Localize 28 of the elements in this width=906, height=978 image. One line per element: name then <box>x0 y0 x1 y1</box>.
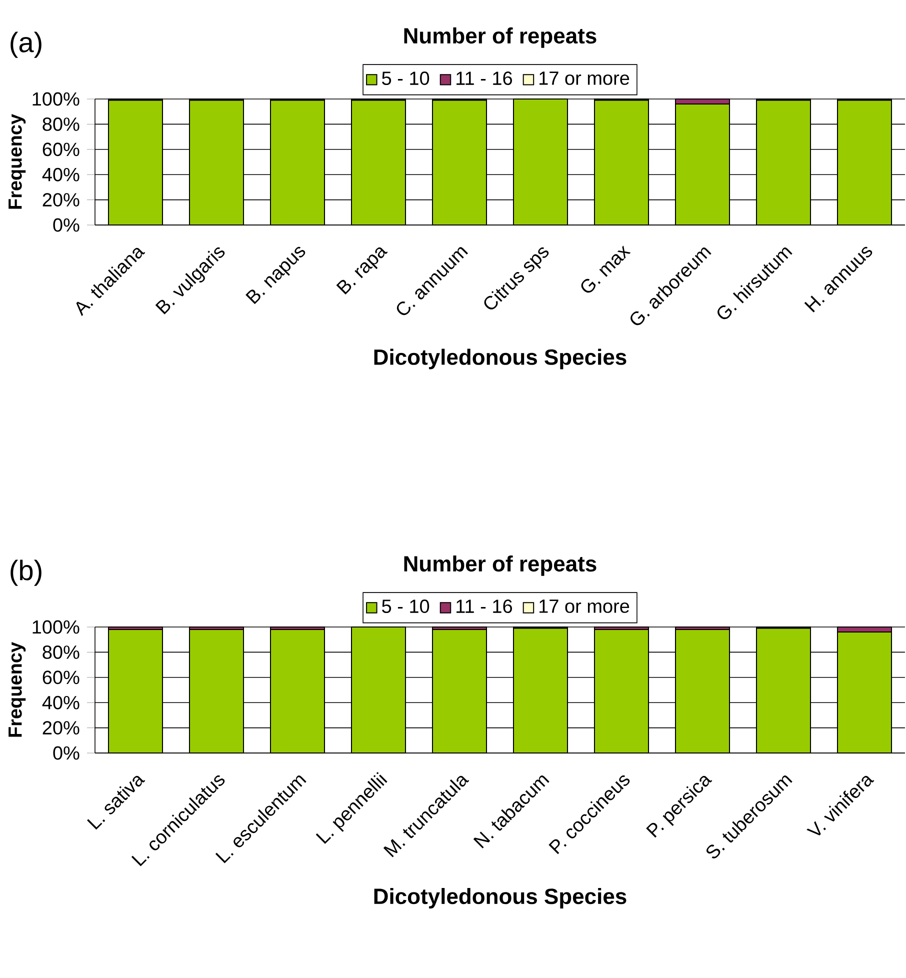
y-tick-label: 0% <box>53 218 80 232</box>
chart-title: Number of repeats <box>404 555 596 576</box>
y-tick-label: 40% <box>42 168 80 182</box>
x-tick-label: B. rapa <box>336 247 388 294</box>
legend-label: 11 - 16 <box>456 600 512 614</box>
y-axis-title: Frequency <box>8 642 26 737</box>
y-tick-label: 0% <box>53 746 80 760</box>
legend-label: 5 - 10 <box>382 600 430 614</box>
text: (a) <box>10 32 42 58</box>
y-tick-label: 60% <box>42 670 80 684</box>
y-tick-label: 100% <box>32 620 80 634</box>
y-tick-label: 20% <box>42 721 80 735</box>
y-tick-label: 80% <box>42 645 80 659</box>
y-tick-label: 20% <box>42 193 80 207</box>
text: (b) <box>10 560 42 586</box>
legend-label: 11 - 16 <box>456 72 512 86</box>
legend-label: 17 or more <box>540 72 630 85</box>
chart-title: Number of repeats <box>404 27 596 48</box>
legend-label: 5 - 10 <box>382 72 430 86</box>
y-tick-label: 60% <box>42 142 80 156</box>
y-axis-title: Frequency <box>8 114 26 209</box>
legend-label: 17 or more <box>540 600 630 613</box>
x-axis-title: Dicotyledonous Species <box>374 888 626 908</box>
y-tick-label: 40% <box>42 696 80 710</box>
x-tick-label: G. max <box>581 246 631 293</box>
y-tick-label: 100% <box>32 92 80 106</box>
y-tick-label: 80% <box>42 117 80 131</box>
x-axis-title: Dicotyledonous Species <box>374 348 626 370</box>
